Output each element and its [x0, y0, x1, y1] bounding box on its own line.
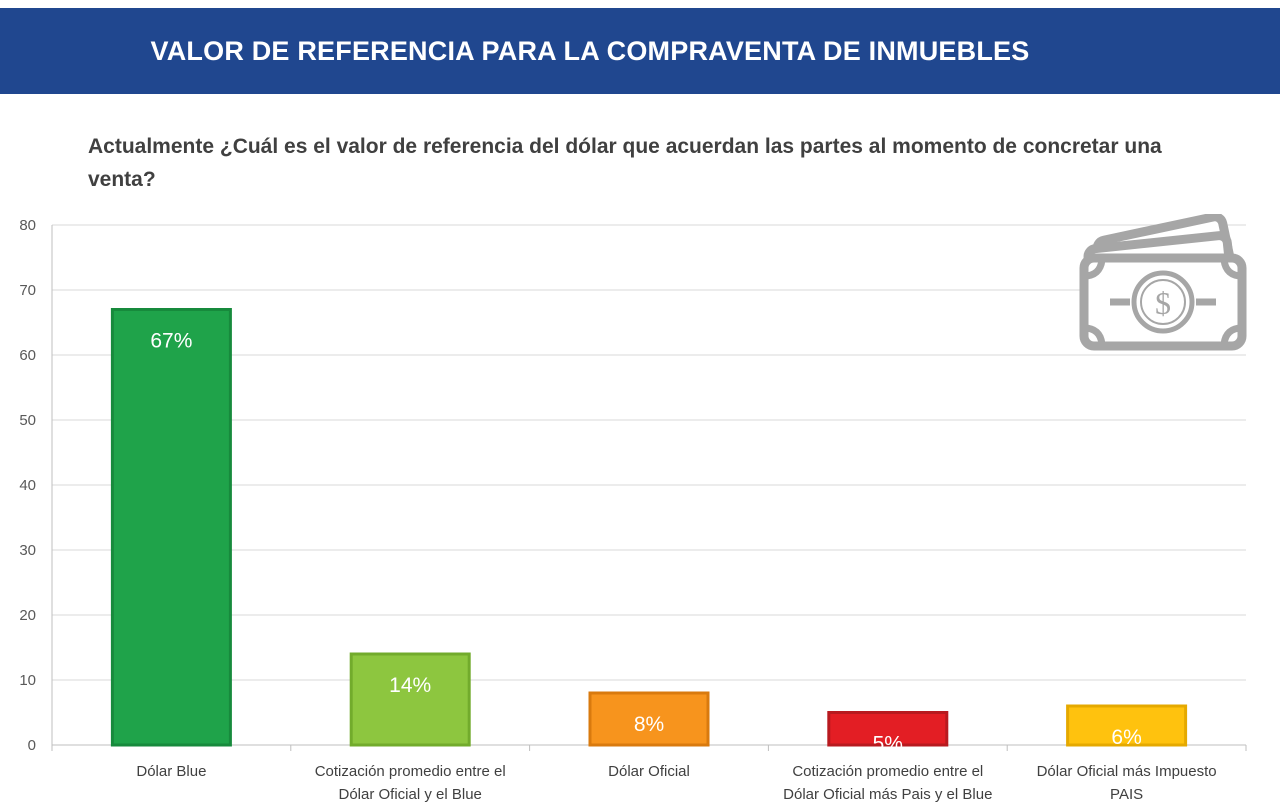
x-tick-label: Cotización promedio entre el: [315, 763, 506, 780]
x-tick-label: Dólar Oficial más Impuesto: [1037, 763, 1217, 780]
y-tick-label: 40: [19, 477, 36, 494]
x-tick-label: Dólar Oficial: [608, 763, 690, 780]
y-tick-label: 10: [19, 672, 36, 689]
data-label: 14%: [389, 674, 431, 697]
x-tick-label: PAIS: [1110, 786, 1143, 803]
y-tick-label: 60: [19, 347, 36, 364]
bar: [349, 652, 471, 747]
bar: [1066, 704, 1188, 747]
data-label: 6%: [1111, 726, 1141, 749]
money-bills-icon: $: [1079, 214, 1247, 351]
dollar-sign: $: [1155, 285, 1171, 321]
bar: [588, 691, 710, 747]
x-tick-label: Cotización promedio entre el: [792, 763, 983, 780]
y-tick-label: 20: [19, 607, 36, 624]
question-text: Actualmente ¿Cuál es el valor de referen…: [88, 135, 1162, 191]
x-tick-label: Dólar Blue: [136, 763, 206, 780]
x-tick-label: Dólar Oficial más Pais y el Blue: [783, 786, 992, 803]
data-label: 67%: [150, 330, 192, 353]
header-banner: VALOR DE REFERENCIA PARA LA COMPRAVENTA …: [0, 8, 1280, 94]
data-label: 5%: [873, 733, 903, 756]
x-tick-label: Dólar Oficial y el Blue: [339, 786, 482, 803]
bar: [827, 711, 949, 747]
data-label: 8%: [634, 713, 664, 736]
header-title: VALOR DE REFERENCIA PARA LA COMPRAVENTA …: [150, 35, 1030, 66]
y-tick-label: 30: [19, 542, 36, 559]
y-tick-label: 50: [19, 412, 36, 429]
y-tick-label: 80: [19, 217, 36, 234]
y-tick-label: 0: [28, 737, 36, 754]
y-tick-label: 70: [19, 282, 36, 299]
bar: [110, 308, 232, 747]
